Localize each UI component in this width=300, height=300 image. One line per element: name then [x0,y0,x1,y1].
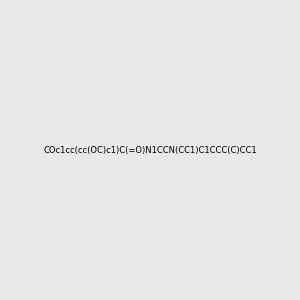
Text: COc1cc(cc(OC)c1)C(=O)N1CCN(CC1)C1CCC(C)CC1: COc1cc(cc(OC)c1)C(=O)N1CCN(CC1)C1CCC(C)C… [43,146,257,154]
